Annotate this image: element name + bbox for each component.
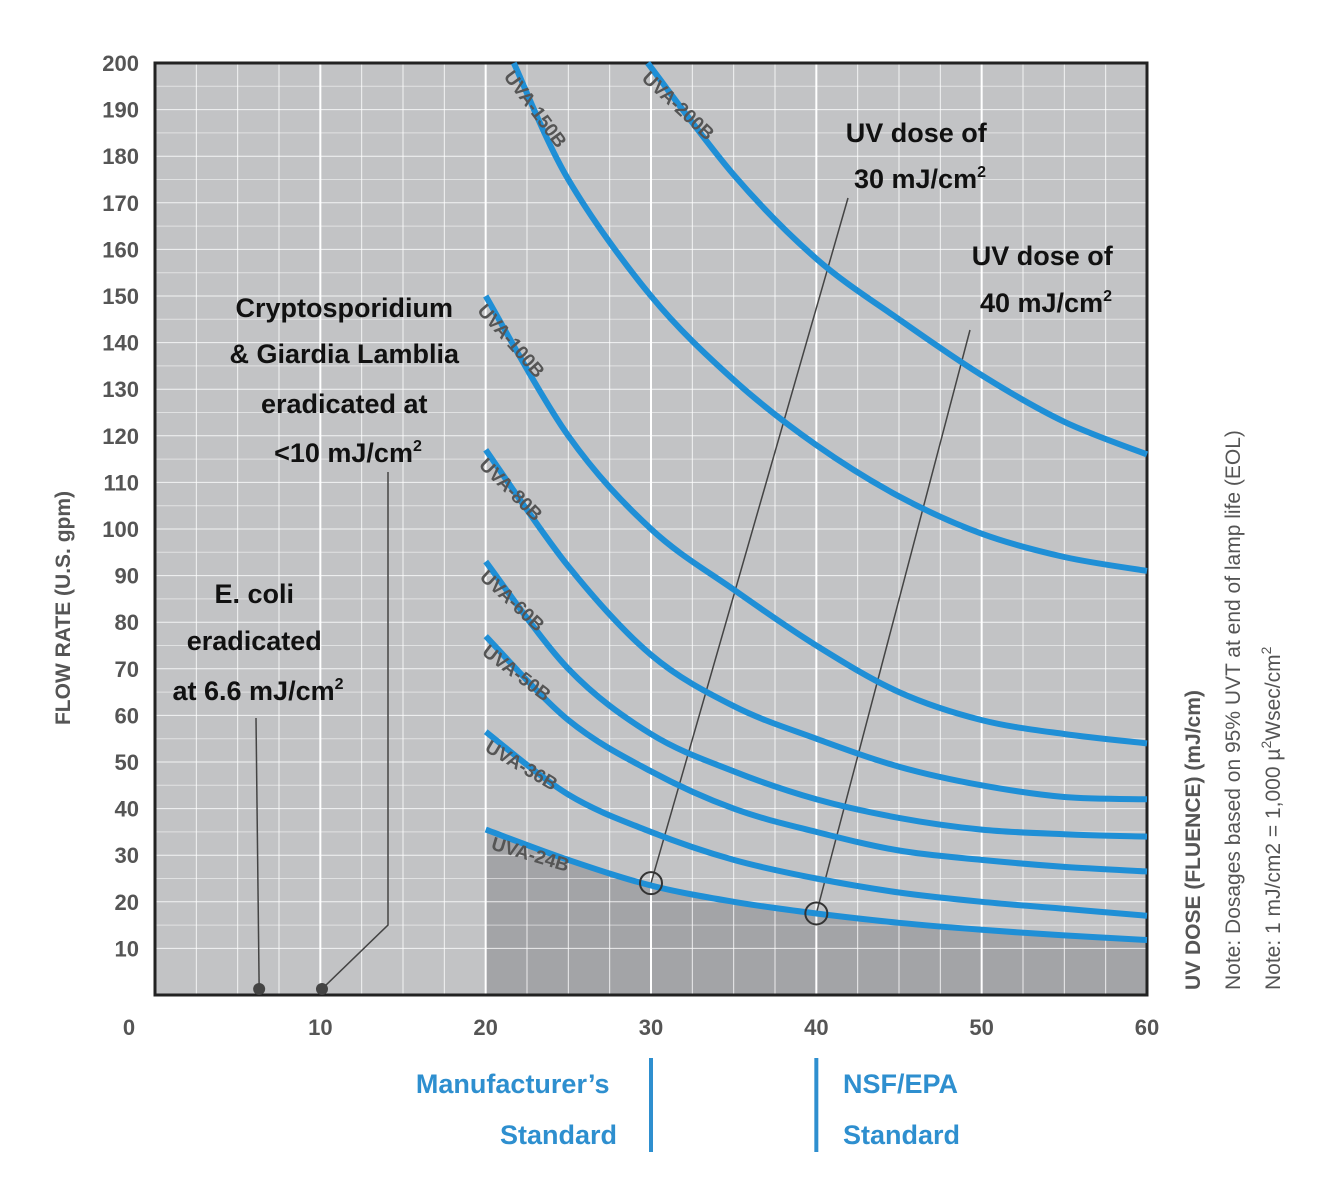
ecoli-line1: E. coli xyxy=(214,579,294,609)
curve-uva-36b xyxy=(483,729,1148,919)
dose30-line2: 30 mJ/cm xyxy=(854,164,977,194)
leader-line xyxy=(321,472,389,990)
dose30-line1: UV dose of xyxy=(846,118,988,148)
y-axis-label: FLOW RATE (U.S. gpm) xyxy=(52,491,75,725)
y-tick-label: 80 xyxy=(115,610,139,635)
x-axis-note-fluence: UV DOSE (FLUENCE) (mJ/cm) xyxy=(1182,690,1205,990)
dose30-sup: 2 xyxy=(977,164,986,181)
unit-note-a: Note: 1 mJ/cm2 = 1,000 µ xyxy=(1262,749,1285,990)
y-tick-label: 190 xyxy=(102,98,139,123)
y-tick-label: 170 xyxy=(102,191,139,216)
nsf-standard-label: NSF/EPA Standard xyxy=(843,1069,965,1150)
manufacturer-standard-label: Manufacturer’s Standard xyxy=(416,1069,617,1150)
leader-line xyxy=(650,197,849,884)
crypto-line2: & Giardia Lamblia xyxy=(229,339,460,369)
curve-uva-100b xyxy=(483,294,1148,747)
dose40-annotation: UV dose of 40 mJ/cm2 xyxy=(972,241,1121,318)
y-tick-label: 130 xyxy=(102,377,139,402)
manufacturer-line2: Standard xyxy=(500,1120,617,1150)
y-tick-label: 30 xyxy=(115,843,139,868)
x-tick-label: 50 xyxy=(969,1015,993,1040)
manufacturer-line1: Manufacturer’s xyxy=(416,1069,610,1099)
curve-uva-150b xyxy=(511,61,1148,574)
curve-uva-200b xyxy=(645,61,1149,458)
ecoli-line3: at 6.6 mJ/cm xyxy=(173,676,335,706)
crypto-line1: Cryptosporidium xyxy=(235,293,453,323)
x-tick-label: 40 xyxy=(804,1015,828,1040)
ecoli-line2: eradicated xyxy=(187,626,322,656)
y-tick-label: 40 xyxy=(115,797,139,822)
dose30-annotation: UV dose of 30 mJ/cm2 xyxy=(846,118,995,194)
curve-uva-50b xyxy=(483,634,1148,875)
x-tick-label: 0 xyxy=(123,1015,135,1040)
y-tick-label: 110 xyxy=(104,470,140,495)
y-tick-label: 60 xyxy=(115,703,139,728)
uvt-note: Note: Dosages based on 95% UVT at end of… xyxy=(1222,430,1245,990)
crypto-sup: 2 xyxy=(413,438,422,455)
y-tick-label: 200 xyxy=(102,51,139,76)
ecoli-sup: 2 xyxy=(335,676,344,693)
unit-note-sup: 2 xyxy=(1258,741,1274,749)
dose40-line1: UV dose of xyxy=(972,241,1114,271)
curve-uva-60b xyxy=(483,559,1148,840)
dose40-line2: 40 mJ/cm xyxy=(980,288,1103,318)
curve-uva-24b xyxy=(484,826,1148,943)
y-tick-label: 50 xyxy=(115,750,139,775)
x-tick-label: 30 xyxy=(639,1015,663,1040)
x-tick-label: 10 xyxy=(308,1015,332,1040)
leader-line xyxy=(815,329,971,914)
dose40-marker xyxy=(804,901,829,926)
dose40-sup: 2 xyxy=(1103,288,1112,305)
dose30-marker xyxy=(639,871,663,896)
leader-line xyxy=(255,717,260,989)
fluence-rest: (mJ/cm) xyxy=(1182,690,1205,776)
y-tick-label: 140 xyxy=(102,331,139,356)
unit-note: Note: 1 mJ/cm2 = 1,000 µ2Wsec/cm2 xyxy=(1258,646,1285,990)
ecoli-marker xyxy=(253,982,266,995)
nsf-line1: NSF/EPA xyxy=(843,1069,958,1099)
y-tick-label: 150 xyxy=(102,284,139,309)
ecoli-annotation: E. coli eradicated at 6.6 mJ/cm2 xyxy=(173,579,344,706)
crypto-line4: <10 mJ/cm xyxy=(274,438,413,468)
y-tick-label: 20 xyxy=(115,890,139,915)
y-tick-label: 10 xyxy=(115,936,139,961)
x-tick-label: 60 xyxy=(1135,1015,1159,1040)
y-tick-label: 70 xyxy=(115,657,139,682)
fluence-bold: UV DOSE (FLUENCE) xyxy=(1182,776,1205,990)
y-tick-label: 100 xyxy=(102,517,139,542)
y-tick-label: 160 xyxy=(102,237,139,262)
nsf-line2: Standard xyxy=(843,1120,960,1150)
curve-uva-80b xyxy=(483,448,1148,803)
crypto-annotation: Cryptosporidium & Giardia Lamblia eradic… xyxy=(229,293,466,468)
y-tick-label: 180 xyxy=(102,144,139,169)
x-tick-label: 20 xyxy=(473,1015,497,1040)
y-tick-label: 90 xyxy=(115,564,139,589)
crypto-marker xyxy=(315,982,328,995)
unit-note-sup2: 2 xyxy=(1258,646,1274,654)
unit-note-b: Wsec/cm xyxy=(1262,654,1285,740)
crypto-line3: eradicated at xyxy=(261,389,428,419)
y-tick-label: 120 xyxy=(102,424,139,449)
